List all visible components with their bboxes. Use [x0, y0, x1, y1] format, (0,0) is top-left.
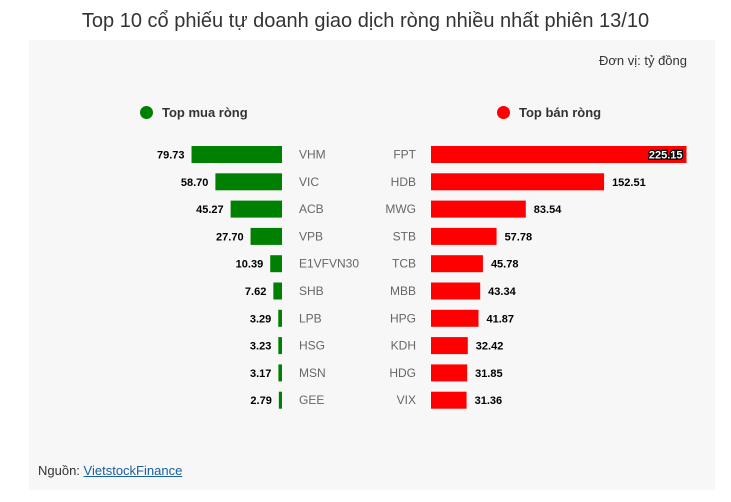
buy-bar [278, 337, 282, 355]
buy-category-label: LPB [299, 311, 322, 325]
sell-category-label: HDB [391, 175, 416, 189]
buy-value-label: 79.73 [157, 150, 185, 162]
buy-bar [250, 227, 282, 245]
buy-bar [215, 173, 282, 191]
sell-value-label: 43.34 [488, 286, 516, 298]
sell-value-label: 31.85 [475, 368, 503, 380]
sell-value-label: 83.54 [534, 204, 562, 216]
sell-bar [431, 227, 497, 245]
sell-value-label: 225.15 [649, 150, 683, 162]
legend-sell-label: Top bán ròng [519, 105, 602, 120]
legend-buy-dot [140, 106, 153, 119]
sell-category-label: KDH [391, 339, 416, 353]
buy-category-label: MSN [299, 366, 326, 380]
buy-value-label: 3.17 [250, 368, 271, 380]
legend-sell-dot [497, 106, 510, 119]
buy-category-label: HSG [299, 339, 325, 353]
sell-value-label: 152.51 [612, 177, 646, 189]
sell-bar [431, 282, 481, 300]
sell-bar [431, 173, 605, 191]
buy-bar [273, 282, 282, 300]
sell-bar [431, 309, 479, 327]
buy-bar [191, 146, 282, 163]
source-link[interactable]: VietstockFinance [83, 463, 183, 478]
sell-category-label: STB [393, 229, 416, 243]
legend-sell: Top bán ròng [497, 105, 601, 120]
buy-category-label: SHB [299, 284, 324, 298]
buy-value-label: 27.70 [216, 231, 244, 243]
source-prefix: Nguồn: [38, 463, 84, 478]
buy-bar [230, 200, 282, 218]
legend-buy-label: Top mua ròng [162, 105, 248, 120]
buy-category-label: GEE [299, 393, 324, 407]
buy-value-label: 2.79 [250, 395, 271, 407]
sell-bar [431, 200, 526, 218]
buy-category-label: VIC [299, 175, 319, 189]
sell-bar [431, 364, 468, 382]
buy-category-label: VPB [299, 229, 323, 243]
sell-value-label: 32.42 [476, 341, 504, 353]
buy-category-label: ACB [299, 202, 324, 216]
chart-title: Top 10 cổ phiếu tự doanh giao dịch ròng … [81, 10, 650, 32]
sell-category-label: FPT [393, 148, 416, 162]
sell-category-label: HPG [390, 311, 416, 325]
buy-value-label: 10.39 [236, 259, 264, 271]
sell-category-label: VIX [397, 393, 416, 407]
buy-value-label: 45.27 [196, 204, 224, 216]
sell-category-label: HDG [389, 366, 416, 380]
buy-value-label: 3.23 [250, 341, 271, 353]
buy-value-label: 3.29 [250, 313, 271, 325]
sell-bar [431, 337, 468, 355]
buy-bar [278, 309, 282, 327]
sell-value-label: 45.78 [491, 259, 519, 271]
sell-value-label: 41.87 [487, 313, 515, 325]
sell-category-label: MWG [385, 202, 416, 216]
sell-bar [431, 146, 687, 163]
source-note: Nguồn: VietstockFinance [38, 463, 182, 478]
buy-bar [278, 364, 282, 382]
buy-category-label: E1VFVN30 [299, 257, 359, 271]
sell-category-label: MBB [390, 284, 416, 298]
legend-buy: Top mua ròng [140, 105, 248, 120]
buy-value-label: 7.62 [245, 286, 266, 298]
buy-bar [270, 255, 282, 273]
sell-value-label: 57.78 [505, 231, 533, 243]
sell-value-label: 31.36 [475, 395, 503, 407]
buy-bar [278, 391, 282, 409]
buy-value-label: 58.70 [181, 177, 209, 189]
buy-category-label: VHM [299, 148, 326, 162]
unit-label: Đơn vị: tỷ đồng [598, 53, 687, 68]
sell-bar [431, 391, 467, 409]
sell-category-label: TCB [392, 257, 416, 271]
sell-bar [431, 255, 483, 273]
